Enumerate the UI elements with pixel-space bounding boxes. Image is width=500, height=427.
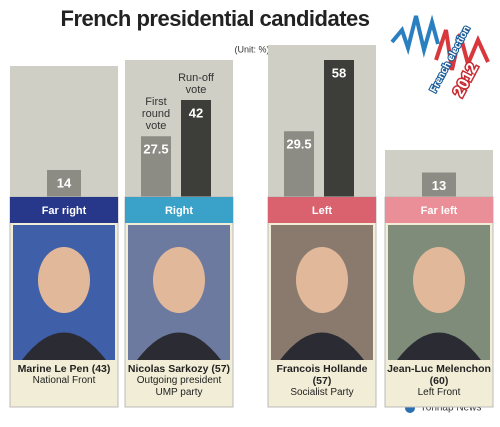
caption: Marine Le Pen (43) National Front xyxy=(10,363,118,387)
logo-year: 2012 xyxy=(450,60,482,100)
candidate-detail: Outgoing president xyxy=(136,375,222,386)
value-label: 13 xyxy=(432,178,446,193)
caption: Francois Hollande (57) Socialist Party xyxy=(268,363,376,399)
card-header xyxy=(385,197,493,223)
logo-wave xyxy=(390,14,440,58)
legend-label: First round vote xyxy=(141,96,171,133)
chart-title: French presidential candidates xyxy=(61,6,370,31)
value-label: 29.5 xyxy=(286,137,311,152)
photo-body xyxy=(397,332,481,360)
candidate-detail: National Front xyxy=(32,375,96,386)
category-label: Far right xyxy=(42,205,87,217)
photo xyxy=(388,225,490,360)
card-header xyxy=(125,197,233,223)
logo: French election 2012 xyxy=(390,14,490,101)
candidate-detail: UMP party xyxy=(155,387,203,398)
caption: Jean-Luc Melenchon (60) Left Front xyxy=(385,363,493,399)
card-header xyxy=(268,197,376,223)
photo-face xyxy=(38,247,90,313)
logo-wave xyxy=(434,29,490,71)
value-label: 42 xyxy=(189,105,203,120)
card-header xyxy=(10,197,118,223)
legend-label: Run-off vote xyxy=(178,72,214,96)
category-label: Left xyxy=(312,205,333,217)
photo-face xyxy=(153,247,205,313)
candidate-detail: Left Front xyxy=(417,387,461,398)
candidate-detail: Socialist Party xyxy=(290,387,354,398)
caption: Nicolas Sarkozy (57) Outgoing president UM… xyxy=(125,363,233,399)
value-label: 58 xyxy=(332,65,346,80)
photo-face xyxy=(413,247,465,313)
photo-body xyxy=(280,332,364,360)
candidate-name: Francois Hollande (57) xyxy=(276,363,368,387)
candidate-name: Nicolas Sarkozy (57) xyxy=(127,363,231,375)
source: Yonhap News xyxy=(420,403,481,414)
unit-label: (Unit: %) xyxy=(234,44,269,54)
category-label: Far left xyxy=(421,205,458,217)
photo-face xyxy=(296,247,348,313)
candidate-name: Jean-Luc Melenchon (60) xyxy=(387,363,491,387)
photo xyxy=(271,225,373,360)
photo xyxy=(13,225,115,360)
category-label: Right xyxy=(165,205,193,217)
photo xyxy=(128,225,230,360)
value-label: 14 xyxy=(57,175,72,190)
photo-body xyxy=(22,332,106,360)
candidate-name: Marine Le Pen (43) xyxy=(17,363,111,375)
value-label: 27.5 xyxy=(143,142,168,157)
photo-body xyxy=(137,332,221,360)
